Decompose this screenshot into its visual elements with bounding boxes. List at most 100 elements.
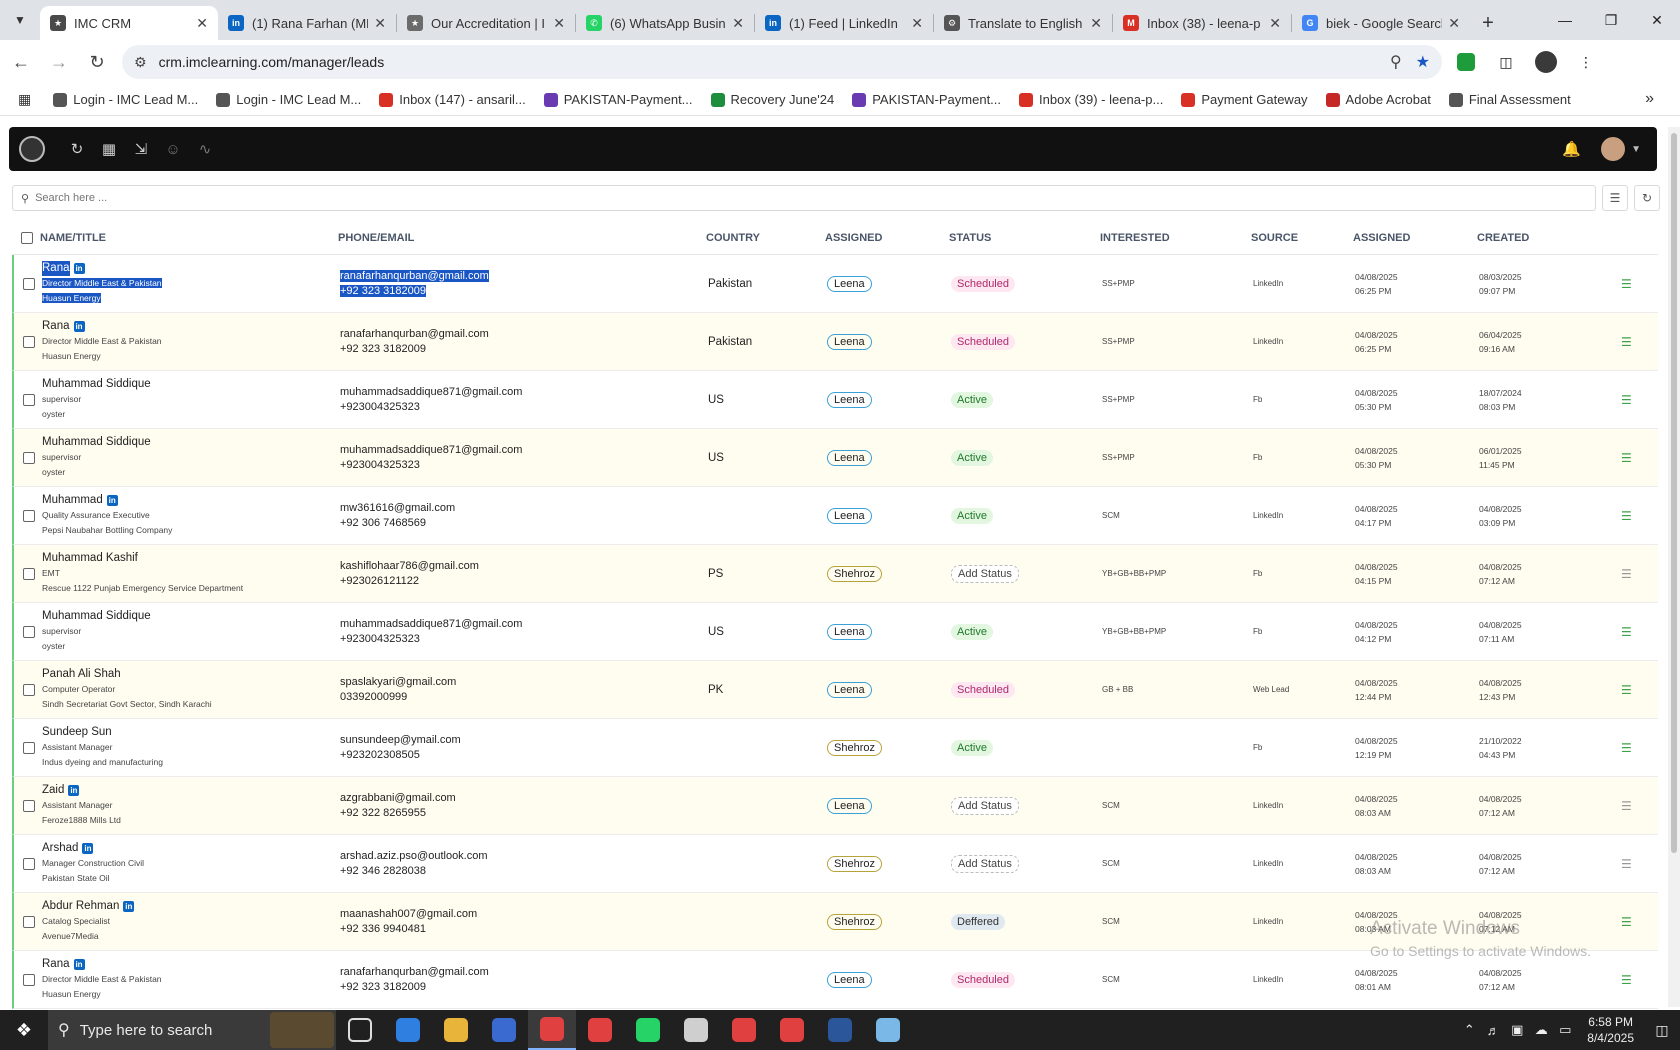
lead-email-text[interactable]: muhammadsaddique871@gmail.com	[340, 443, 523, 456]
lead-name[interactable]: Muhammad Siddique	[42, 436, 151, 448]
taskbar-app-icon[interactable]	[336, 1010, 384, 1050]
tray-chevron-up-icon[interactable]: ⌃	[1463, 1022, 1475, 1037]
lead-name[interactable]: Panah Ali Shah	[42, 668, 121, 680]
assignee-badge[interactable]: Leena	[827, 507, 872, 524]
tab-close-icon[interactable]: ✕	[196, 14, 208, 31]
notification-bell-icon[interactable]: 🔔	[1562, 141, 1582, 158]
col-name[interactable]: NAME/TITLE	[40, 231, 106, 244]
status-badge[interactable]: Active	[951, 739, 993, 756]
col-country[interactable]: COUNTRY	[706, 231, 760, 244]
row-checkbox[interactable]	[23, 683, 35, 696]
col-phone[interactable]: PHONE/EMAIL	[338, 231, 415, 244]
bookmark-item[interactable]: PAKISTAN-Payment...	[543, 92, 693, 107]
lead-email-text[interactable]: ranafarhanqurban@gmail.com	[340, 965, 489, 978]
browser-tab[interactable]: M Inbox (38) - leena-p ✕	[1113, 6, 1291, 40]
row-checkbox[interactable]	[23, 509, 35, 522]
name-cell[interactable]: Panah Ali Shah Computer Operator Sindh Sec…	[42, 667, 340, 712]
close-window-icon[interactable]: ✕	[1651, 11, 1663, 28]
bookmark-item[interactable]: PAKISTAN-Payment...	[852, 92, 1001, 107]
lead-phone-text[interactable]: +92 323 3182009	[340, 980, 426, 993]
lead-email-text[interactable]: mw361616@gmail.com	[340, 501, 456, 514]
name-cell[interactable]: Abdur Rehman in Catalog Specialist Avenue7M…	[42, 899, 340, 944]
lead-phone-text[interactable]: +923202308505	[340, 748, 420, 761]
extensions-puzzle-icon[interactable]: ◫	[1499, 53, 1513, 70]
minimize-icon[interactable]: —	[1558, 12, 1572, 28]
contact-cell[interactable]: ranafarhanqurban@gmail.com +92 323 318200…	[340, 327, 708, 357]
tab-search-chevron-icon[interactable]: ▼	[14, 13, 26, 27]
linkedin-icon[interactable]: in	[73, 321, 85, 332]
tab-close-icon[interactable]: ✕	[732, 14, 744, 31]
filter-button[interactable]: ☰	[1602, 185, 1628, 211]
table-row[interactable]: Muhammad Kashif EMT Rescue 1122 Punjab Eme…	[12, 545, 1658, 603]
chevron-down-icon[interactable]: ▼	[1631, 143, 1641, 155]
page-scrollbar[interactable]	[1668, 127, 1680, 1007]
lead-phone-text[interactable]: 03392000999	[340, 690, 408, 703]
col-created[interactable]: CREATED	[1477, 231, 1530, 244]
network-icon[interactable]: ▭	[1559, 1022, 1572, 1037]
profile-avatar[interactable]	[1530, 46, 1562, 78]
linkedin-icon[interactable]: in	[106, 495, 118, 506]
assignee-badge[interactable]: Leena	[827, 449, 872, 466]
lead-name[interactable]: Rana	[42, 320, 70, 332]
status-badge[interactable]: Deffered	[951, 913, 1005, 930]
lead-email-text[interactable]: muhammadsaddique871@gmail.com	[340, 617, 523, 630]
assignee-badge[interactable]: Shehroz	[827, 565, 882, 582]
bookmark-star-icon[interactable]: ★	[1415, 54, 1430, 71]
taskbar-app-icon[interactable]	[864, 1010, 912, 1050]
row-checkbox[interactable]	[23, 741, 35, 754]
note-icon[interactable]: ☰	[1621, 856, 1632, 871]
lead-email-text[interactable]: sunsundeep@ymail.com	[340, 733, 461, 746]
bookmark-item[interactable]: Login - IMC Lead M...	[216, 92, 361, 107]
col-assigned-date[interactable]: ASSIGNED	[1353, 231, 1411, 244]
contact-cell[interactable]: ranafarhanqurban@gmail.com +92 323 318200…	[340, 269, 708, 299]
lead-name[interactable]: Muhammad Siddique	[42, 378, 151, 390]
lead-name[interactable]: Zaid	[42, 784, 65, 796]
contact-cell[interactable]: ranafarhanqurban@gmail.com +92 323 318200…	[340, 965, 708, 995]
lead-name[interactable]: Sundeep Sun	[42, 726, 112, 738]
user-icon[interactable]: ☺	[165, 140, 181, 158]
tab-close-icon[interactable]: ✕	[1448, 14, 1460, 31]
tray-app-icon[interactable]: ▣	[1511, 1022, 1524, 1037]
taskbar-app-icon[interactable]	[384, 1010, 432, 1050]
name-cell[interactable]: Arshad in Manager Construction Civil Pakist…	[42, 841, 340, 886]
lead-email-text[interactable]: spaslakyari@gmail.com	[340, 675, 457, 688]
bookmark-item[interactable]: Inbox (147) - ansaril...	[379, 92, 526, 107]
note-icon[interactable]: ☰	[1621, 334, 1632, 349]
linkedin-icon[interactable]: in	[82, 843, 94, 854]
browser-menu-icon[interactable]: ⋮	[1579, 53, 1593, 70]
contact-cell[interactable]: muhammadsaddique871@gmail.com +9230043253…	[340, 385, 708, 415]
lead-email-text[interactable]: muhammadsaddique871@gmail.com	[340, 385, 523, 398]
assignee-badge[interactable]: Leena	[827, 681, 872, 698]
browser-tab[interactable]: ★ Our Accreditation | I ✕	[397, 6, 575, 40]
assignee-badge[interactable]: Shehroz	[827, 855, 882, 872]
bookmark-item[interactable]: Recovery June'24	[710, 92, 834, 107]
tab-close-icon[interactable]: ✕	[1090, 14, 1102, 31]
address-bar[interactable]: ⚙ crm.imclearning.com/manager/leads ⚲ ★	[122, 45, 1442, 79]
note-icon[interactable]: ☰	[1621, 508, 1632, 523]
taskbar-search[interactable]: ⚲ Type here to search	[48, 1010, 336, 1050]
assignee-badge[interactable]: Leena	[827, 275, 872, 292]
status-badge[interactable]: Scheduled	[951, 681, 1015, 698]
table-row[interactable]: Arshad in Manager Construction Civil Pakist…	[12, 835, 1658, 893]
name-cell[interactable]: Muhammad Siddique supervisor oyster	[42, 609, 340, 654]
refresh-leads-icon[interactable]: ↻	[70, 141, 84, 158]
lead-email-text[interactable]: arshad.aziz.pso@outlook.com	[340, 849, 488, 862]
status-badge[interactable]: Active	[951, 449, 993, 466]
back-icon[interactable]: ←	[12, 51, 30, 72]
name-cell[interactable]: Sundeep Sun Assistant Manager Indus dyeing…	[42, 725, 340, 770]
contact-cell[interactable]: mw361616@gmail.com +92 306 7468569	[340, 501, 708, 531]
browser-tab[interactable]: ★ IMC CRM ✕	[40, 6, 218, 40]
status-badge[interactable]: Active	[951, 391, 993, 408]
row-checkbox[interactable]	[23, 451, 35, 464]
table-row[interactable]: Abdur Rehman in Catalog Specialist Avenue7M…	[12, 893, 1658, 951]
status-badge[interactable]: Active	[951, 623, 993, 640]
name-cell[interactable]: Muhammad Kashif EMT Rescue 1122 Punjab Eme…	[42, 551, 340, 596]
browser-tab[interactable]: in (1) Feed | LinkedIn ✕	[755, 6, 933, 40]
lead-name[interactable]: Muhammad	[42, 494, 103, 506]
table-row[interactable]: Muhammad Siddique supervisor oyster muhamma…	[12, 429, 1658, 487]
extension-green-icon[interactable]	[1450, 46, 1482, 78]
note-icon[interactable]: ☰	[1621, 392, 1632, 407]
taskbar-app-icon[interactable]	[720, 1010, 768, 1050]
table-row[interactable]: Rana in Director Middle East & Pakistan Hua…	[12, 255, 1658, 313]
